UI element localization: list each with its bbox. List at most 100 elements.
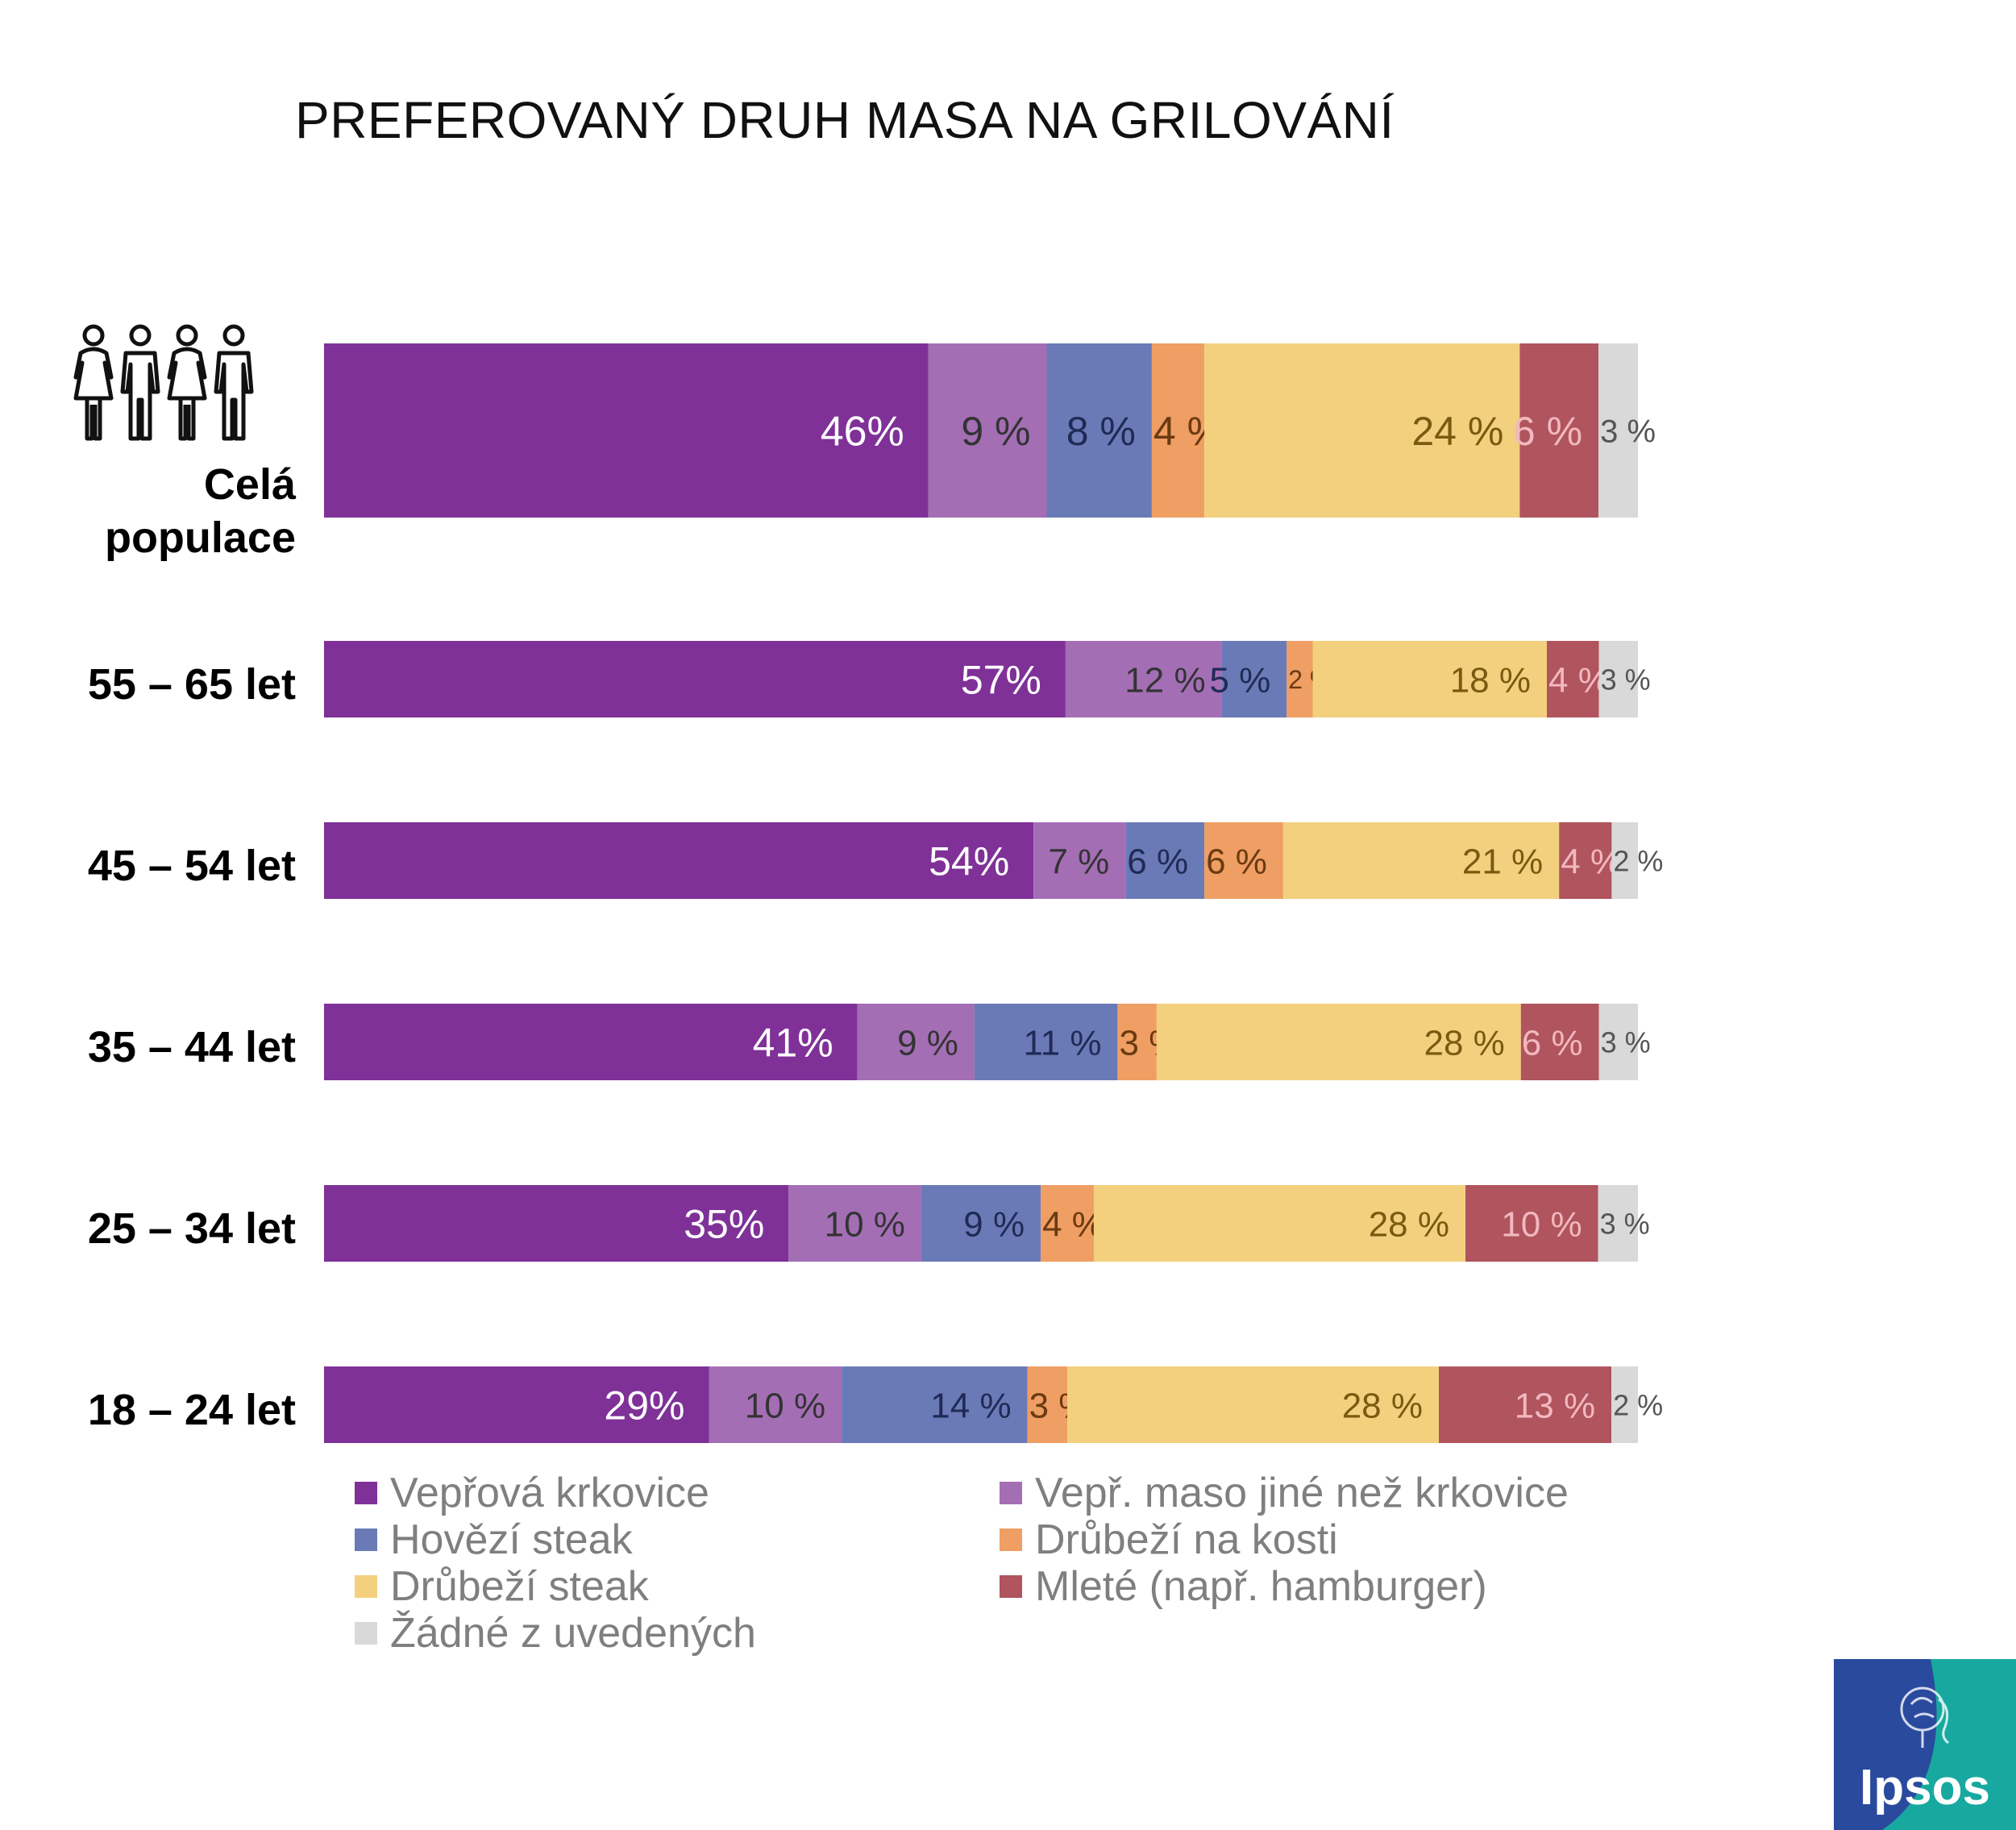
legend-item-2: Hovězí steak [355,1516,633,1564]
data-label-18-24-s0: 29% [604,1383,684,1429]
bar-segment-35-44-s0 [324,1004,858,1080]
bar-segment-25-34-s6 [1598,1185,1638,1262]
chart-title: PREFEROVANÝ DRUH MASA NA GRILOVÁNÍ [295,91,1395,149]
bar-segment-55-65-s5 [1547,641,1599,717]
data-label-18-24-s6: 2 % [1613,1389,1663,1422]
bar-segment-45-54-s3 [1204,822,1283,899]
legend-swatch [355,1575,377,1598]
bar-segment-18-24-s0 [324,1366,709,1443]
bar-segment-25-34-s5 [1465,1185,1598,1262]
category-label-55-65: 55 – 65 let [87,660,296,709]
legend-item-5: Mleté (např. hamburger) [1000,1562,1487,1611]
data-label-55-65-s6: 3 % [1601,663,1651,697]
legend-swatch [355,1528,377,1551]
bar-segment-18-24-s3 [1027,1366,1067,1443]
bar-segment-35-44-s6 [1598,1004,1638,1080]
data-label-cela-populace-s1: 9 % [961,409,1030,454]
legend-swatch [355,1622,377,1645]
bar-segment-35-44-s2 [974,1004,1118,1080]
data-label-cela-populace-s0: 46% [821,409,904,455]
bar-segment-18-24-s5 [1439,1366,1611,1443]
category-label-cela-populace: Celá populace [104,460,296,562]
data-label-cela-populace-s2: 8 % [1066,409,1136,454]
data-label-25-34-s2: 9 % [963,1204,1025,1244]
bar-segment-45-54-s6 [1611,822,1638,899]
bar-segment-55-65-s1 [1065,641,1222,717]
bar-segment-55-65-s0 [324,641,1066,717]
stacked-bar-chart: 46% 9 % 8 % 4 % 24 % 6 % 3 %57% 12 % 5 % 2 % 18 % 4… [324,343,1663,1443]
data-label-25-34-s6: 3 % [1600,1208,1650,1241]
legend-item-6: Žádné z uvedených [355,1609,756,1657]
legend-swatch [355,1482,377,1504]
bar-segment-35-44-s3 [1117,1004,1157,1080]
data-label-cela-populace-s6: 3 % [1600,414,1656,449]
data-label-cela-populace-s4: 24 % [1411,409,1503,454]
bar-segment-45-54-s4 [1282,822,1560,899]
legend-swatch [1000,1575,1022,1598]
category-label-45-54: 45 – 54 let [87,842,296,890]
data-label-45-54-s3: 6 % [1206,842,1267,881]
bar-segment-55-65-s6 [1598,641,1638,717]
bar-segment-cela-populace-s0 [324,343,929,518]
data-label-25-34-s3: 4 % [1042,1204,1104,1244]
data-label-cela-populace-s5: 6 % [1513,409,1582,454]
legend-item-4: Drůbeží steak [355,1562,649,1611]
data-label-25-34-s0: 35% [684,1202,764,1247]
data-label-45-54-s0: 54% [929,839,1009,884]
data-label-18-24-s5: 13 % [1515,1386,1595,1425]
bar-segment-cela-populace-s5 [1519,343,1599,518]
bar-segment-55-65-s2 [1221,641,1287,717]
legend-item-3: Drůbeží na kosti [1000,1516,1338,1564]
bar-segment-18-24-s6 [1611,1366,1638,1443]
data-label-25-34-s1: 10 % [825,1204,905,1244]
legend-label: Hovězí steak [390,1516,633,1563]
bar-segment-25-34-s4 [1093,1185,1465,1262]
bar-segment-45-54-s5 [1559,822,1612,899]
legend-item-1: Vepř. maso jiné než krkovice [1000,1469,1569,1517]
bar-segment-cela-populace-s1 [928,343,1047,518]
bar-segment-25-34-s0 [324,1185,789,1262]
bar-segment-cela-populace-s4 [1204,343,1520,518]
data-label-45-54-s1: 7 % [1048,842,1109,881]
data-label-35-44-s6: 3 % [1601,1026,1651,1059]
legend-label: Žádné z uvedených [390,1610,756,1657]
data-label-55-65-s1: 12 % [1124,660,1205,700]
bar-segment-18-24-s4 [1067,1366,1439,1443]
data-label-45-54-s6: 2 % [1613,845,1663,878]
data-label-35-44-s4: 28 % [1424,1023,1505,1063]
data-label-35-44-s1: 9 % [897,1023,958,1063]
data-label-35-44-s2: 11 % [1023,1023,1101,1063]
data-label-18-24-s1: 10 % [745,1386,825,1425]
category-label-18-24: 18 – 24 let [87,1386,296,1434]
data-label-18-24-s4: 28 % [1342,1386,1423,1425]
legend-label: Drůbeží na kosti [1035,1516,1338,1563]
data-label-45-54-s4: 21 % [1462,842,1543,881]
svg-text:Ipsos: Ipsos [1860,1760,1990,1815]
data-label-45-54-s5: 4 % [1561,842,1622,881]
legend-label: Drůbeží steak [390,1563,649,1610]
legend-swatch [1000,1482,1022,1504]
bar-segment-35-44-s5 [1520,1004,1599,1080]
bar-segment-cela-populace-s3 [1151,343,1205,518]
category-label-35-44: 35 – 44 let [87,1023,296,1071]
category-label-25-34: 25 – 34 let [87,1204,296,1253]
bar-segment-45-54-s0 [324,822,1034,899]
data-label-55-65-s0: 57% [961,658,1041,703]
bar-segment-18-24-s2 [842,1366,1028,1443]
bar-segment-55-65-s3 [1286,641,1313,717]
ipsos-logo: Ipsos [1834,1659,2016,1830]
data-label-35-44-s5: 6 % [1522,1023,1583,1063]
bar-segment-25-34-s3 [1041,1185,1094,1262]
data-label-25-34-s4: 28 % [1369,1204,1449,1244]
people-group-icon [73,324,254,441]
data-label-18-24-s2: 14 % [930,1386,1011,1425]
legend-swatch [1000,1528,1022,1551]
legend-label: Vepř. maso jiné než krkovice [1035,1470,1569,1516]
bar-segment-45-54-s2 [1125,822,1205,899]
bar-segment-35-44-s4 [1156,1004,1521,1080]
bar-segment-25-34-s1 [788,1185,921,1262]
bar-segment-45-54-s1 [1033,822,1126,899]
bar-segment-cela-populace-s6 [1598,343,1638,518]
bar-segment-18-24-s1 [709,1366,842,1443]
data-label-55-65-s4: 18 % [1450,660,1531,700]
